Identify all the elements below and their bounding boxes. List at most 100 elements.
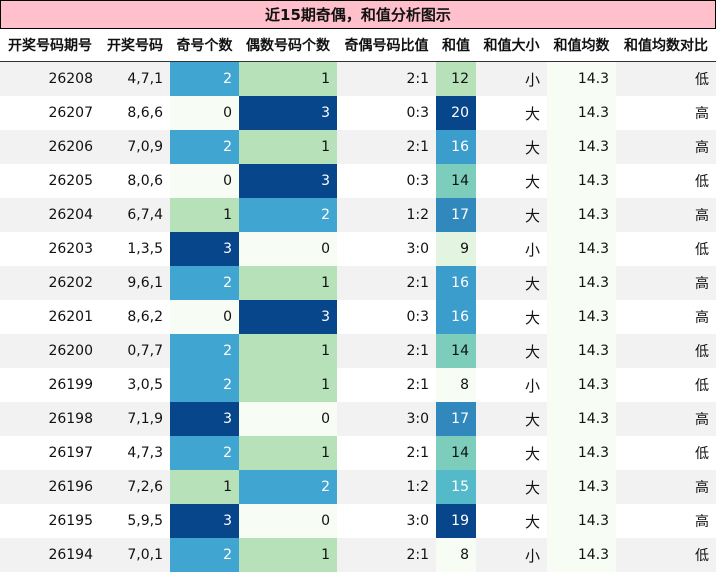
table-title: 近15期奇偶，和值分析图示 (0, 0, 716, 29)
cell-sum: 8 (436, 368, 476, 402)
cell-avg-compare: 高 (616, 300, 716, 334)
cell-even-count: 0 (239, 402, 337, 436)
cell-numbers: 7,1,9 (100, 402, 170, 436)
cell-sum-avg: 14.3 (547, 300, 616, 334)
cell-odd-count: 2 (170, 334, 239, 368)
cell-odd-count: 3 (170, 402, 239, 436)
cell-sum: 9 (436, 232, 476, 266)
cell-sum-avg: 14.3 (547, 96, 616, 130)
cell-even-count: 1 (239, 538, 337, 572)
table-row: 26200 0,7,7 2 1 2:1 14 大 14.3 低 (0, 334, 716, 368)
cell-sum: 14 (436, 334, 476, 368)
cell-sum: 20 (436, 96, 476, 130)
cell-sum-size: 大 (476, 164, 547, 198)
cell-sum-size: 小 (476, 61, 547, 96)
cell-sum: 12 (436, 61, 476, 96)
cell-sum-size: 大 (476, 96, 547, 130)
col-header-issue: 开奖号码期号 (0, 29, 100, 62)
cell-issue: 26199 (0, 368, 100, 402)
table-row: 26198 7,1,9 3 0 3:0 17 大 14.3 高 (0, 402, 716, 436)
cell-sum-size: 小 (476, 368, 547, 402)
col-header-ratio: 奇偶号码比值 (337, 29, 436, 62)
col-header-even-count: 偶数号码个数 (239, 29, 337, 62)
cell-even-count: 1 (239, 436, 337, 470)
cell-sum-size: 大 (476, 198, 547, 232)
col-header-avg-compare: 和值均数对比 (616, 29, 716, 62)
cell-sum-avg: 14.3 (547, 368, 616, 402)
cell-even-count: 3 (239, 300, 337, 334)
col-header-numbers: 开奖号码 (100, 29, 170, 62)
cell-odd-count: 2 (170, 130, 239, 164)
cell-numbers: 8,0,6 (100, 164, 170, 198)
cell-issue: 26208 (0, 61, 100, 96)
cell-sum-avg: 14.3 (547, 232, 616, 266)
cell-odd-count: 2 (170, 368, 239, 402)
cell-even-count: 1 (239, 334, 337, 368)
cell-issue: 26198 (0, 402, 100, 436)
cell-sum-size: 大 (476, 402, 547, 436)
cell-issue: 26203 (0, 232, 100, 266)
table-row: 26203 1,3,5 3 0 3:0 9 小 14.3 低 (0, 232, 716, 266)
cell-numbers: 7,0,1 (100, 538, 170, 572)
cell-ratio: 3:0 (337, 402, 436, 436)
cell-ratio: 1:2 (337, 198, 436, 232)
cell-avg-compare: 高 (616, 470, 716, 504)
cell-numbers: 4,7,1 (100, 61, 170, 96)
cell-numbers: 6,7,4 (100, 198, 170, 232)
table-row: 26199 3,0,5 2 1 2:1 8 小 14.3 低 (0, 368, 716, 402)
cell-ratio: 2:1 (337, 334, 436, 368)
cell-numbers: 7,2,6 (100, 470, 170, 504)
cell-even-count: 2 (239, 470, 337, 504)
cell-issue: 26205 (0, 164, 100, 198)
cell-sum: 8 (436, 538, 476, 572)
cell-avg-compare: 低 (616, 164, 716, 198)
cell-even-count: 1 (239, 368, 337, 402)
cell-odd-count: 0 (170, 164, 239, 198)
table-row: 26195 5,9,5 3 0 3:0 19 大 14.3 高 (0, 504, 716, 538)
col-header-sum-size: 和值大小 (476, 29, 547, 62)
cell-ratio: 2:1 (337, 61, 436, 96)
col-header-sum: 和值 (436, 29, 476, 62)
cell-sum: 14 (436, 164, 476, 198)
cell-sum: 17 (436, 402, 476, 436)
cell-even-count: 1 (239, 130, 337, 164)
cell-avg-compare: 低 (616, 232, 716, 266)
cell-even-count: 3 (239, 96, 337, 130)
cell-ratio: 3:0 (337, 504, 436, 538)
cell-issue: 26194 (0, 538, 100, 572)
cell-sum-avg: 14.3 (547, 334, 616, 368)
cell-sum-size: 大 (476, 300, 547, 334)
cell-even-count: 1 (239, 266, 337, 300)
col-header-sum-avg: 和值均数 (547, 29, 616, 62)
cell-odd-count: 2 (170, 436, 239, 470)
table-row: 26205 8,0,6 0 3 0:3 14 大 14.3 低 (0, 164, 716, 198)
cell-sum-size: 大 (476, 266, 547, 300)
cell-issue: 26200 (0, 334, 100, 368)
cell-sum-avg: 14.3 (547, 402, 616, 436)
cell-ratio: 0:3 (337, 96, 436, 130)
cell-issue: 26201 (0, 300, 100, 334)
cell-sum-avg: 14.3 (547, 470, 616, 504)
cell-ratio: 0:3 (337, 164, 436, 198)
cell-sum-size: 大 (476, 470, 547, 504)
cell-issue: 26196 (0, 470, 100, 504)
cell-sum: 19 (436, 504, 476, 538)
cell-numbers: 4,7,3 (100, 436, 170, 470)
cell-odd-count: 2 (170, 538, 239, 572)
cell-numbers: 8,6,6 (100, 96, 170, 130)
cell-sum-size: 小 (476, 232, 547, 266)
cell-numbers: 3,0,5 (100, 368, 170, 402)
cell-numbers: 1,3,5 (100, 232, 170, 266)
col-header-odd-count: 奇号个数 (170, 29, 239, 62)
cell-avg-compare: 高 (616, 96, 716, 130)
cell-ratio: 2:1 (337, 130, 436, 164)
cell-issue: 26197 (0, 436, 100, 470)
header-row: 开奖号码期号 开奖号码 奇号个数 偶数号码个数 奇偶号码比值 和值 和值大小 和… (0, 29, 716, 62)
cell-sum: 15 (436, 470, 476, 504)
cell-numbers: 9,6,1 (100, 266, 170, 300)
cell-even-count: 2 (239, 198, 337, 232)
cell-avg-compare: 高 (616, 504, 716, 538)
cell-odd-count: 1 (170, 198, 239, 232)
table-row: 26202 9,6,1 2 1 2:1 16 大 14.3 高 (0, 266, 716, 300)
table-row: 26206 7,0,9 2 1 2:1 16 大 14.3 高 (0, 130, 716, 164)
